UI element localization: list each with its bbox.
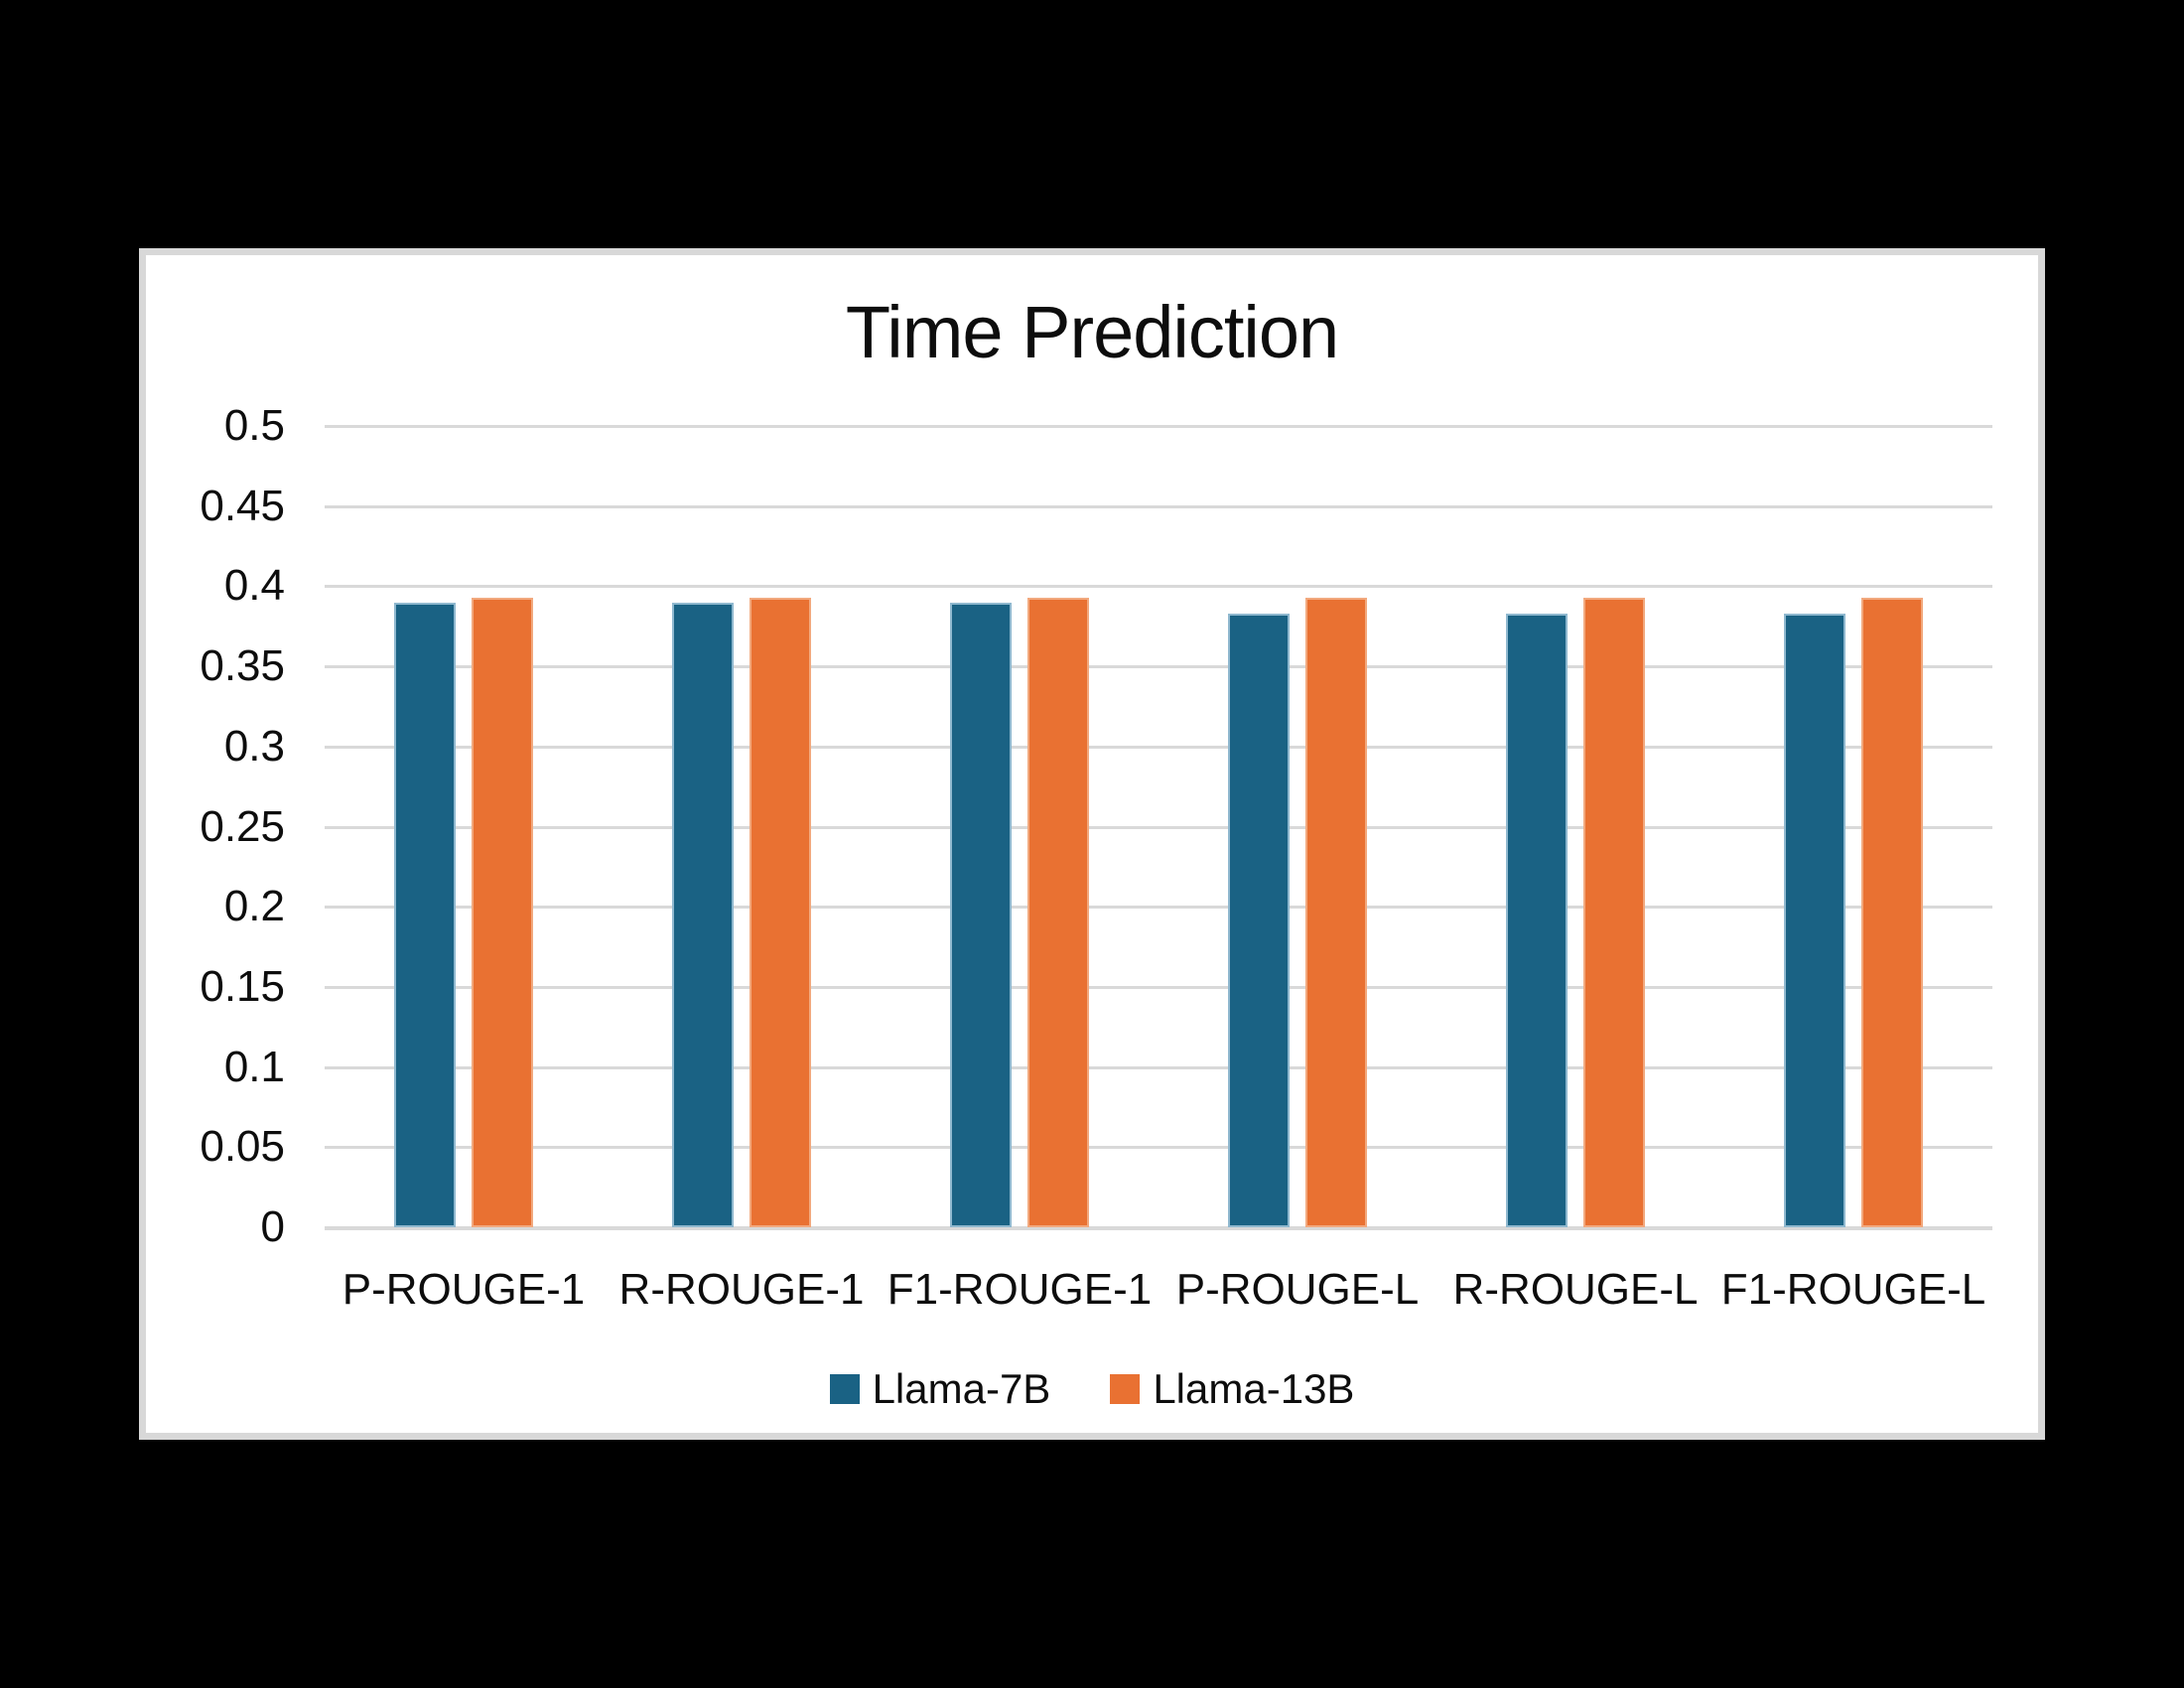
x-label-f1-rouge-l: F1-ROUGE-L: [1720, 1265, 1986, 1314]
gridline-0.05: [325, 1146, 1992, 1150]
bar-llama-13b-r-rouge-1: [750, 598, 811, 1227]
gridline-0.4: [325, 585, 1992, 589]
gridline-0.2: [325, 906, 1992, 910]
legend-item-llama-7b: Llama-7B: [829, 1365, 1051, 1413]
plot-area: 0 0.05 0.1 0.15 0.2 0.25 0.3 0.35 0.4 0.45 0.5 P-RO…: [146, 255, 2038, 1433]
legend: Llama-7B Llama-13B: [146, 1365, 2038, 1413]
legend-swatch-llama-13b: [1110, 1374, 1141, 1404]
y-tick-label-0: 0: [260, 1202, 285, 1251]
bar-llama-7b-p-rouge-1: [394, 603, 456, 1227]
y-tick-label-0.05: 0.05: [200, 1122, 285, 1172]
chart-title: Time Prediction: [845, 291, 1339, 373]
y-tick-label-0.5: 0.5: [223, 401, 285, 450]
bar-llama-13b-f1-rouge-l: [1861, 598, 1923, 1227]
y-tick-label-0.4: 0.4: [223, 561, 285, 611]
bar-llama-7b-r-rouge-l: [1506, 614, 1568, 1227]
bar-llama-13b-r-rouge-l: [1583, 598, 1645, 1227]
gridline-0.15: [325, 985, 1992, 989]
gridline-0: [325, 1226, 1992, 1230]
bar-llama-13b-f1-rouge-1: [1027, 598, 1089, 1227]
bar-llama-7b-r-rouge-1: [672, 603, 734, 1227]
bar-llama-7b-f1-rouge-1: [950, 603, 1012, 1227]
y-tick-label-0.45: 0.45: [200, 481, 285, 530]
bar-llama-13b-p-rouge-1: [472, 598, 533, 1227]
y-tick-label-0.15: 0.15: [200, 961, 285, 1011]
legend-label-llama-13b: Llama-13B: [1153, 1365, 1355, 1412]
x-label-f1-rouge-1: F1-ROUGE-1: [887, 1265, 1153, 1314]
bar-llama-13b-p-rouge-l: [1305, 598, 1367, 1227]
bar-llama-7b-p-rouge-l: [1228, 614, 1290, 1227]
gridline-0.5: [325, 425, 1992, 428]
chart-panel: Time Prediction 0 0.05 0.1 0.15 0.2 0.25 0.3 0.…: [139, 248, 2045, 1440]
y-tick-label-0.3: 0.3: [223, 721, 285, 771]
y-tick-label-0.1: 0.1: [223, 1042, 285, 1091]
gridline-0.45: [325, 504, 1992, 508]
legend-label-llama-7b: Llama-7B: [872, 1365, 1051, 1412]
gridline-0.25: [325, 825, 1992, 829]
x-label-p-rouge-1: P-ROUGE-1: [341, 1265, 586, 1314]
x-label-r-rouge-l: R-ROUGE-L: [1452, 1265, 1699, 1314]
legend-item-llama-13b: Llama-13B: [1110, 1365, 1354, 1413]
y-tick-label-0.35: 0.35: [200, 641, 285, 691]
y-tick-label-0.25: 0.25: [200, 801, 285, 851]
legend-swatch-llama-7b: [829, 1374, 860, 1404]
y-tick-label-0.2: 0.2: [223, 882, 285, 931]
gridline-0.1: [325, 1065, 1992, 1069]
x-label-p-rouge-l: P-ROUGE-L: [1175, 1265, 1420, 1314]
gridline-0.35: [325, 665, 1992, 669]
x-label-r-rouge-1: R-ROUGE-1: [618, 1265, 865, 1314]
bar-llama-7b-f1-rouge-l: [1784, 614, 1845, 1227]
gridline-0.3: [325, 745, 1992, 749]
